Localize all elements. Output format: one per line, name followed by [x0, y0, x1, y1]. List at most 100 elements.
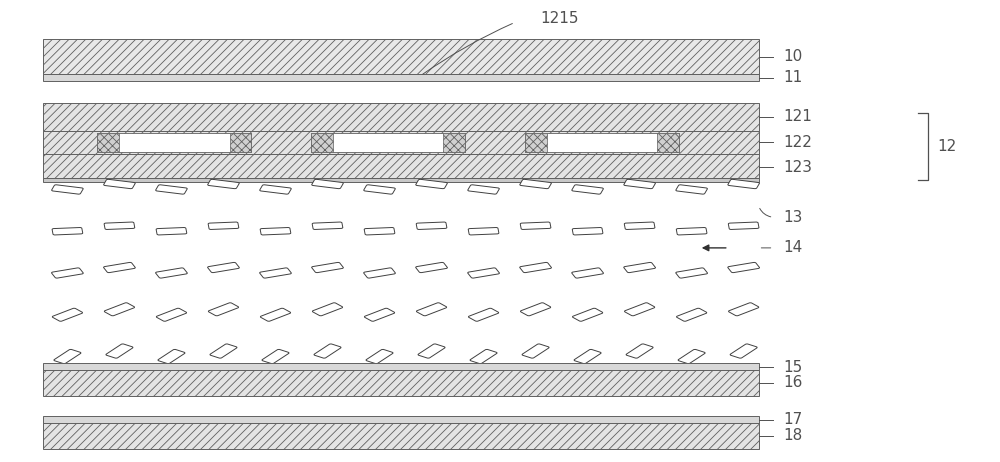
FancyBboxPatch shape: [104, 222, 135, 230]
FancyBboxPatch shape: [106, 344, 133, 358]
Bar: [311, 133, 465, 152]
Bar: [43, 423, 759, 449]
FancyBboxPatch shape: [520, 179, 551, 188]
FancyBboxPatch shape: [156, 227, 187, 235]
FancyBboxPatch shape: [158, 349, 185, 364]
Bar: [97, 133, 119, 152]
Bar: [43, 131, 759, 154]
FancyBboxPatch shape: [624, 222, 655, 230]
FancyBboxPatch shape: [572, 185, 603, 194]
FancyBboxPatch shape: [572, 227, 603, 235]
Bar: [43, 39, 759, 73]
Bar: [43, 416, 759, 423]
FancyBboxPatch shape: [312, 222, 343, 230]
FancyBboxPatch shape: [468, 268, 499, 278]
Bar: [657, 133, 679, 152]
FancyBboxPatch shape: [312, 179, 343, 188]
FancyBboxPatch shape: [676, 308, 707, 321]
FancyBboxPatch shape: [366, 349, 393, 364]
FancyBboxPatch shape: [418, 344, 445, 358]
FancyBboxPatch shape: [730, 344, 757, 358]
FancyBboxPatch shape: [728, 222, 759, 230]
FancyBboxPatch shape: [314, 344, 341, 358]
FancyBboxPatch shape: [156, 268, 187, 278]
FancyBboxPatch shape: [52, 227, 83, 235]
FancyBboxPatch shape: [260, 268, 291, 278]
FancyBboxPatch shape: [260, 308, 291, 321]
Bar: [311, 133, 333, 152]
FancyBboxPatch shape: [572, 308, 603, 321]
FancyBboxPatch shape: [574, 349, 601, 364]
FancyBboxPatch shape: [364, 308, 395, 321]
FancyBboxPatch shape: [624, 262, 656, 273]
FancyBboxPatch shape: [468, 185, 499, 194]
Text: 16: 16: [783, 376, 803, 390]
FancyBboxPatch shape: [728, 303, 759, 316]
Bar: [525, 133, 547, 152]
Bar: [43, 370, 759, 396]
FancyBboxPatch shape: [208, 179, 239, 188]
Text: 123: 123: [783, 159, 812, 175]
FancyBboxPatch shape: [156, 308, 187, 321]
FancyBboxPatch shape: [572, 268, 603, 278]
Bar: [230, 133, 251, 152]
Text: 121: 121: [783, 109, 812, 124]
FancyBboxPatch shape: [104, 303, 135, 316]
Bar: [43, 178, 759, 182]
FancyBboxPatch shape: [260, 227, 291, 235]
FancyBboxPatch shape: [312, 262, 343, 273]
FancyBboxPatch shape: [52, 308, 83, 321]
Bar: [43, 73, 759, 81]
FancyBboxPatch shape: [364, 185, 395, 194]
FancyBboxPatch shape: [416, 262, 447, 273]
FancyBboxPatch shape: [54, 349, 81, 364]
Text: 11: 11: [783, 70, 803, 85]
FancyBboxPatch shape: [312, 303, 343, 316]
FancyBboxPatch shape: [626, 344, 653, 358]
FancyBboxPatch shape: [364, 268, 395, 278]
FancyBboxPatch shape: [470, 349, 497, 364]
FancyBboxPatch shape: [416, 222, 447, 230]
FancyBboxPatch shape: [208, 222, 239, 230]
FancyBboxPatch shape: [262, 349, 289, 364]
Text: 12: 12: [938, 139, 957, 154]
Text: 17: 17: [783, 412, 803, 427]
Bar: [43, 154, 759, 178]
Text: 15: 15: [783, 359, 803, 375]
FancyBboxPatch shape: [468, 227, 499, 235]
FancyBboxPatch shape: [676, 268, 708, 278]
Text: 10: 10: [783, 49, 803, 64]
Bar: [443, 133, 465, 152]
FancyBboxPatch shape: [52, 185, 83, 194]
FancyBboxPatch shape: [416, 179, 447, 188]
FancyBboxPatch shape: [52, 268, 83, 278]
Text: 18: 18: [783, 428, 803, 444]
FancyBboxPatch shape: [728, 262, 760, 273]
FancyBboxPatch shape: [520, 303, 551, 316]
FancyBboxPatch shape: [624, 179, 655, 188]
Bar: [97, 133, 251, 152]
FancyBboxPatch shape: [208, 303, 239, 316]
Bar: [525, 133, 679, 152]
FancyBboxPatch shape: [522, 344, 549, 358]
FancyBboxPatch shape: [208, 262, 239, 273]
FancyArrowPatch shape: [760, 208, 771, 217]
FancyBboxPatch shape: [520, 262, 551, 273]
FancyBboxPatch shape: [728, 179, 759, 188]
FancyBboxPatch shape: [260, 185, 291, 194]
FancyBboxPatch shape: [676, 185, 707, 194]
FancyBboxPatch shape: [676, 227, 707, 235]
FancyBboxPatch shape: [364, 227, 395, 235]
Text: 1215: 1215: [540, 11, 579, 26]
Text: 122: 122: [783, 135, 812, 150]
Bar: [43, 103, 759, 131]
FancyBboxPatch shape: [678, 349, 705, 364]
FancyBboxPatch shape: [468, 308, 499, 321]
FancyBboxPatch shape: [104, 262, 135, 273]
FancyBboxPatch shape: [416, 303, 447, 316]
FancyBboxPatch shape: [520, 222, 551, 230]
FancyArrowPatch shape: [423, 24, 512, 74]
FancyBboxPatch shape: [210, 344, 237, 358]
FancyBboxPatch shape: [104, 179, 135, 188]
FancyBboxPatch shape: [156, 185, 187, 194]
